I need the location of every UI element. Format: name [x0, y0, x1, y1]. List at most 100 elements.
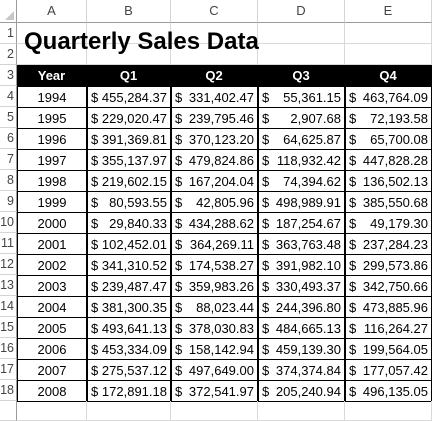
- cell[interactable]: [87, 401, 171, 421]
- sales-cell-q1[interactable]: $355,137.97: [87, 149, 171, 171]
- year-cell[interactable]: 1998: [17, 170, 87, 192]
- sales-cell-q2[interactable]: $370,123.20: [171, 128, 258, 150]
- sales-cell-q2[interactable]: $378,030.83: [171, 317, 258, 339]
- year-cell[interactable]: 2000: [17, 212, 87, 234]
- sales-cell-q3[interactable]: $ 64,625.87: [258, 128, 345, 150]
- year-cell[interactable]: 2005: [17, 317, 87, 339]
- sales-cell-q1[interactable]: $381,300.35: [87, 296, 171, 318]
- sales-cell-q4[interactable]: $ 72,193.58: [345, 107, 432, 129]
- sales-cell-q4[interactable]: $237,284.23: [345, 233, 432, 255]
- row-header-17[interactable]: 17: [0, 359, 17, 380]
- sales-cell-q3[interactable]: $484,665.13: [258, 317, 345, 339]
- sales-cell-q2[interactable]: $434,288.62: [171, 212, 258, 234]
- sales-cell-q1[interactable]: $239,487.47: [87, 275, 171, 297]
- sales-cell-q4[interactable]: $496,135.05: [345, 380, 432, 402]
- cell[interactable]: [258, 23, 345, 44]
- sales-cell-q1[interactable]: $219,602.15: [87, 170, 171, 192]
- column-header-d[interactable]: D: [258, 0, 345, 23]
- sales-cell-q3[interactable]: $ 55,361.15: [258, 86, 345, 108]
- row-header-15[interactable]: 15: [0, 317, 17, 338]
- row-header-12[interactable]: 12: [0, 254, 17, 275]
- sales-cell-q1[interactable]: $102,452.01: [87, 233, 171, 255]
- row-header-11[interactable]: 11: [0, 233, 17, 254]
- cell[interactable]: [171, 23, 258, 44]
- cell[interactable]: [345, 44, 432, 65]
- sales-cell-q2[interactable]: $372,541.97: [171, 380, 258, 402]
- row-header-6[interactable]: 6: [0, 128, 17, 149]
- year-cell[interactable]: 1999: [17, 191, 87, 213]
- sales-cell-q4[interactable]: $199,564.05: [345, 338, 432, 360]
- cell[interactable]: [345, 401, 432, 421]
- sales-cell-q4[interactable]: $463,764.09: [345, 86, 432, 108]
- cell[interactable]: [87, 23, 171, 44]
- row-header-4[interactable]: 4: [0, 86, 17, 107]
- sales-cell-q3[interactable]: $363,763.48: [258, 233, 345, 255]
- year-cell[interactable]: 2002: [17, 254, 87, 276]
- sales-cell-q1[interactable]: $453,334.09: [87, 338, 171, 360]
- sales-cell-q4[interactable]: $342,750.66: [345, 275, 432, 297]
- cell[interactable]: [171, 401, 258, 421]
- year-cell[interactable]: 2004: [17, 296, 87, 318]
- sales-cell-q2[interactable]: $167,204.04: [171, 170, 258, 192]
- sales-cell-q3[interactable]: $498,989.91: [258, 191, 345, 213]
- year-cell[interactable]: 1994: [17, 86, 87, 108]
- sales-cell-q3[interactable]: $ 74,394.62: [258, 170, 345, 192]
- row-header-3[interactable]: 3: [0, 65, 17, 86]
- row-header-16[interactable]: 16: [0, 338, 17, 359]
- sales-cell-q1[interactable]: $ 29,840.33: [87, 212, 171, 234]
- sales-cell-q2[interactable]: $239,795.46: [171, 107, 258, 129]
- row-header-7[interactable]: 7: [0, 149, 17, 170]
- sales-cell-q3[interactable]: $ 2,907.68: [258, 107, 345, 129]
- year-cell[interactable]: 2006: [17, 338, 87, 360]
- sales-cell-q1[interactable]: $172,891.18: [87, 380, 171, 402]
- sales-cell-q2[interactable]: $364,269.11: [171, 233, 258, 255]
- sales-cell-q4[interactable]: $447,828.28: [345, 149, 432, 171]
- sales-cell-q1[interactable]: $493,641.13: [87, 317, 171, 339]
- table-header-q3[interactable]: Q3: [258, 65, 345, 86]
- sales-cell-q2[interactable]: $359,983.26: [171, 275, 258, 297]
- sales-cell-q4[interactable]: $ 65,700.08: [345, 128, 432, 150]
- year-cell[interactable]: 1997: [17, 149, 87, 171]
- cell[interactable]: [258, 44, 345, 65]
- year-cell[interactable]: 1995: [17, 107, 87, 129]
- sales-cell-q3[interactable]: $330,493.37: [258, 275, 345, 297]
- table-header-q4[interactable]: Q4: [345, 65, 432, 86]
- sales-cell-q3[interactable]: $244,396.80: [258, 296, 345, 318]
- cell[interactable]: [17, 401, 87, 421]
- sales-cell-q4[interactable]: $177,057.42: [345, 359, 432, 381]
- sales-cell-q3[interactable]: $205,240.94: [258, 380, 345, 402]
- sales-cell-q2[interactable]: $ 42,805.96: [171, 191, 258, 213]
- cell[interactable]: [87, 44, 171, 65]
- column-header-e[interactable]: E: [345, 0, 432, 23]
- cell[interactable]: [345, 23, 432, 44]
- row-header-8[interactable]: 8: [0, 170, 17, 191]
- sales-cell-q4[interactable]: $385,550.68: [345, 191, 432, 213]
- sales-cell-q4[interactable]: $299,573.86: [345, 254, 432, 276]
- row-header-19[interactable]: [0, 401, 17, 421]
- sales-cell-q1[interactable]: $391,369.81: [87, 128, 171, 150]
- sales-cell-q2[interactable]: $174,538.27: [171, 254, 258, 276]
- sales-cell-q1[interactable]: $275,537.12: [87, 359, 171, 381]
- row-header-2[interactable]: 2: [0, 44, 17, 65]
- cell[interactable]: [258, 401, 345, 421]
- sales-cell-q4[interactable]: $136,502.13: [345, 170, 432, 192]
- row-header-1[interactable]: 1: [0, 23, 17, 44]
- table-header-q1[interactable]: Q1: [87, 65, 171, 86]
- sales-cell-q4[interactable]: $ 49,179.30: [345, 212, 432, 234]
- sales-cell-q1[interactable]: $ 80,593.55: [87, 191, 171, 213]
- row-header-10[interactable]: 10: [0, 212, 17, 233]
- sales-cell-q2[interactable]: $ 88,023.44: [171, 296, 258, 318]
- sales-cell-q2[interactable]: $331,402.47: [171, 86, 258, 108]
- sales-cell-q2[interactable]: $158,142.94: [171, 338, 258, 360]
- table-header-q2[interactable]: Q2: [171, 65, 258, 86]
- sales-cell-q1[interactable]: $455,284.37: [87, 86, 171, 108]
- year-cell[interactable]: 2008: [17, 380, 87, 402]
- sales-cell-q1[interactable]: $229,020.47: [87, 107, 171, 129]
- year-cell[interactable]: 2007: [17, 359, 87, 381]
- year-cell[interactable]: 1996: [17, 128, 87, 150]
- column-header-a[interactable]: A: [17, 0, 87, 23]
- cell[interactable]: [171, 44, 258, 65]
- year-cell[interactable]: 2001: [17, 233, 87, 255]
- sales-cell-q3[interactable]: $374,374.84: [258, 359, 345, 381]
